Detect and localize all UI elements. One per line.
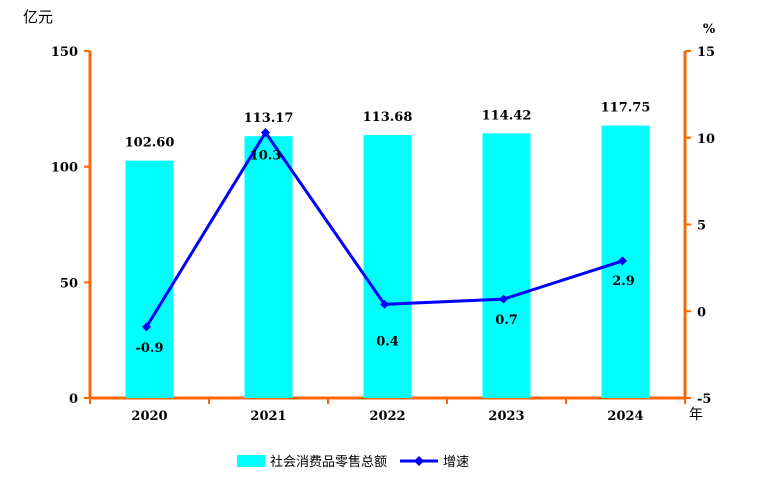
legend-bar-label: 社会消费品零售总额 bbox=[270, 454, 387, 470]
x-axis-unit: 年 bbox=[689, 407, 703, 423]
line-value-label: -0.9 bbox=[135, 341, 163, 356]
right-axis-tick-label: 10 bbox=[697, 132, 715, 147]
line-series bbox=[142, 128, 627, 332]
bar-value-label: 114.42 bbox=[482, 108, 532, 123]
legend-line-label: 增速 bbox=[443, 455, 469, 470]
bar bbox=[363, 135, 412, 398]
x-axis-tick-label: 2021 bbox=[250, 409, 286, 424]
axes: 0 50 100 150 亿元 -5 0 5 10 15% 2020 2021 2022 2023 2024… bbox=[23, 8, 716, 424]
left-axis-unit: 亿元 bbox=[23, 8, 53, 26]
bar-value-label: 113.68 bbox=[363, 110, 413, 125]
x-axis-tick-label: 2023 bbox=[488, 409, 524, 424]
legend-bar-swatch bbox=[237, 455, 265, 467]
line-value-label: 0.4 bbox=[376, 334, 399, 349]
x-axis-tick-label: 2024 bbox=[607, 409, 643, 424]
bar bbox=[482, 133, 531, 398]
line-marker bbox=[499, 294, 508, 304]
right-axis-tick-label: -5 bbox=[697, 392, 711, 407]
legend: 社会消费品零售总额 增速 bbox=[237, 454, 469, 470]
bar-value-label: 117.75 bbox=[601, 101, 651, 116]
right-axis-tick-label: 15 bbox=[697, 45, 715, 60]
line-marker bbox=[380, 299, 389, 309]
bar-value-label: 113.17 bbox=[244, 111, 294, 126]
right-axis-tick-label: 0 bbox=[697, 305, 706, 320]
data-labels: 102.60 113.17 113.68 114.42 117.75 -0.9 10.3 0.… bbox=[125, 101, 651, 356]
x-axis-tick-label: 2020 bbox=[131, 409, 167, 424]
legend-line-marker bbox=[414, 456, 424, 466]
line-marker bbox=[261, 128, 270, 138]
left-axis-tick-label: 150 bbox=[51, 45, 78, 60]
left-axis-tick-label: 100 bbox=[51, 161, 78, 176]
bar bbox=[125, 160, 174, 398]
right-axis-tick-label: 5 bbox=[697, 219, 706, 234]
line-value-label: 10.3 bbox=[250, 149, 282, 164]
line-marker bbox=[618, 256, 627, 266]
line-value-label: 2.9 bbox=[612, 274, 635, 289]
line-marker bbox=[142, 322, 151, 332]
bar-value-label: 102.60 bbox=[125, 136, 175, 151]
line-value-label: 0.7 bbox=[495, 313, 518, 328]
right-axis-unit: % bbox=[703, 22, 716, 37]
bar-series bbox=[125, 125, 650, 398]
x-axis-tick-label: 2022 bbox=[369, 409, 405, 424]
bar bbox=[244, 136, 293, 398]
left-axis-tick-label: 0 bbox=[69, 392, 78, 407]
left-axis-tick-label: 50 bbox=[60, 276, 78, 291]
